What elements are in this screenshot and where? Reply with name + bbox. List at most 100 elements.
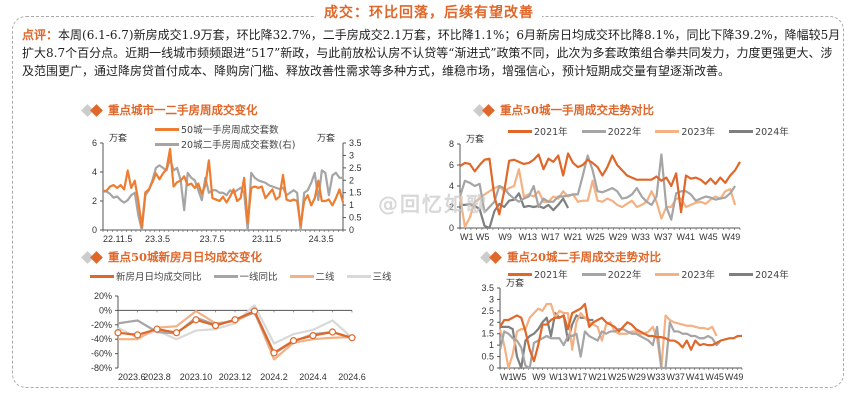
svg-text:W5: W5 — [513, 372, 527, 382]
legend-item: 2022年 — [581, 267, 641, 281]
svg-text:8: 8 — [449, 139, 454, 149]
svg-text:W13: W13 — [549, 372, 568, 382]
svg-text:1: 1 — [349, 200, 354, 210]
svg-text:W33: W33 — [647, 372, 666, 382]
legend-item: 50城一手房周成交套数 — [155, 122, 279, 136]
svg-text:24.3.5: 24.3.5 — [309, 234, 334, 244]
svg-text:W21: W21 — [564, 232, 583, 242]
chart-panel-2: 重点50城一手周成交走势对比 2021年 2022年 2023年 2024年 0… — [440, 98, 850, 248]
chart-plot: 0 2 4 6 0 0.5 1 1.5 2 2.5 3 3.5 万套 万套 22.11.5 23.3.5 23.… — [92, 132, 362, 244]
svg-text:4: 4 — [449, 181, 454, 191]
svg-text:0: 0 — [449, 223, 454, 233]
svg-text:2: 2 — [489, 317, 494, 327]
svg-text:23.7.5: 23.7.5 — [200, 234, 225, 244]
svg-text:W9: W9 — [498, 232, 512, 242]
legend-item: 二线 — [289, 269, 335, 283]
svg-text:W9: W9 — [532, 372, 546, 382]
svg-text:-20%: -20% — [91, 320, 112, 330]
svg-text:W41: W41 — [686, 372, 705, 382]
svg-text:-40%: -40% — [91, 334, 112, 344]
comment-label: 点评： — [22, 28, 59, 42]
svg-text:4: 4 — [92, 167, 97, 177]
svg-text:2023.8: 2023.8 — [143, 372, 171, 382]
chart-panel-3: 重点50城新房月日均成交变化 新房月日均成交同比 一线同比 二线 三线 -80%… — [0, 245, 420, 385]
svg-text:W25: W25 — [586, 232, 605, 242]
svg-text:万套: 万套 — [317, 132, 335, 143]
svg-text:W13: W13 — [518, 232, 537, 242]
svg-text:2: 2 — [449, 202, 454, 212]
svg-text:0%: 0% — [99, 305, 112, 315]
chart-legend: 新房月日均成交同比 一线同比 二线 三线 — [90, 269, 392, 283]
svg-text:0.5: 0.5 — [481, 352, 494, 362]
svg-text:6: 6 — [449, 160, 454, 170]
svg-text:1.5: 1.5 — [349, 188, 362, 198]
svg-text:W37: W37 — [654, 232, 673, 242]
svg-text:W1: W1 — [500, 372, 514, 382]
svg-text:2024.6: 2024.6 — [338, 372, 366, 382]
svg-text:W45: W45 — [705, 372, 724, 382]
svg-text:W25: W25 — [608, 372, 627, 382]
svg-text:万套: 万套 — [506, 277, 524, 288]
legend-item: 2024年 — [729, 267, 789, 281]
svg-text:2024.2: 2024.2 — [260, 372, 288, 382]
chart-legend: 2021年 2022年 2023年 2024年 — [508, 267, 789, 281]
svg-text:0: 0 — [92, 225, 97, 235]
svg-text:-60%: -60% — [91, 349, 112, 359]
page-title: 成交：环比回落，后续有望改善 — [316, 2, 542, 22]
svg-text:1: 1 — [489, 340, 494, 350]
chart-title: 重点城市一二手房周成交变化 — [108, 103, 258, 117]
svg-text:22.11.5: 22.11.5 — [103, 234, 132, 244]
svg-text:1.5: 1.5 — [481, 329, 494, 339]
legend-item: 2023年 — [655, 267, 715, 281]
svg-text:23.11.5: 23.11.5 — [252, 234, 281, 244]
svg-text:2023.12: 2023.12 — [219, 372, 252, 382]
svg-text:W21: W21 — [588, 372, 607, 382]
svg-text:20%: 20% — [94, 291, 112, 301]
svg-text:W29: W29 — [609, 232, 628, 242]
svg-text:W33: W33 — [631, 232, 650, 242]
svg-text:2023.10: 2023.10 — [180, 372, 213, 382]
legend-item: 三线 — [346, 269, 392, 283]
svg-text:3.5: 3.5 — [349, 138, 362, 148]
legend-item: 2021年 — [508, 267, 568, 281]
svg-text:W29: W29 — [627, 372, 646, 382]
svg-text:23.3.5: 23.3.5 — [145, 234, 170, 244]
header: 成交：环比回落，后续有望改善 — [0, 2, 858, 22]
svg-text:3.5: 3.5 — [481, 283, 494, 293]
svg-text:3: 3 — [349, 150, 354, 160]
chart-legend: 50城一手房周成交套数 20城二手房周成交套数(右) — [155, 122, 296, 151]
chart-panel-1: 重点城市一二手房周成交变化 50城一手房周成交套数 20城二手房周成交套数(右)… — [0, 98, 420, 248]
legend-item: 新房月日均成交同比 — [90, 269, 202, 283]
svg-text:W45: W45 — [699, 232, 718, 242]
chart-title: 重点20城二手周成交走势对比 — [507, 250, 662, 264]
legend-item: 2022年 — [581, 124, 641, 138]
legend-item: 一线同比 — [213, 269, 278, 283]
comment-text: 本周(6.1-6.7)新房成交1.9万套，环比降32.7%，二手房成交2.1万套… — [22, 28, 841, 78]
svg-text:W41: W41 — [677, 232, 696, 242]
svg-text:万套: 万套 — [109, 132, 127, 143]
svg-text:3: 3 — [489, 294, 494, 304]
svg-text:W49: W49 — [722, 232, 741, 242]
svg-text:W17: W17 — [541, 232, 560, 242]
legend-item: 20城二手房周成交套数(右) — [155, 137, 296, 151]
chart-panel-4: 重点20城二手周成交走势对比 2021年 2022年 2023年 2024年 0… — [440, 245, 850, 385]
svg-text:W1: W1 — [460, 232, 474, 242]
chart-title: 重点50城新房月日均成交变化 — [108, 250, 263, 264]
chart-title: 重点50城一手周成交走势对比 — [500, 103, 655, 117]
svg-text:2.5: 2.5 — [481, 306, 494, 316]
watermark: @回忆如歌 — [378, 192, 488, 216]
svg-text:6: 6 — [92, 138, 97, 148]
svg-text:W17: W17 — [569, 372, 588, 382]
svg-text:2024.4: 2024.4 — [299, 372, 327, 382]
svg-text:W37: W37 — [666, 372, 685, 382]
svg-text:2: 2 — [92, 196, 97, 206]
svg-text:2023.6: 2023.6 — [118, 372, 146, 382]
svg-text:2: 2 — [349, 175, 354, 185]
commentary: 点评：本周(6.1-6.7)新房成交1.9万套，环比降32.7%，二手房成交2.… — [22, 26, 842, 80]
chart-legend: 2021年 2022年 2023年 2024年 — [508, 124, 789, 138]
svg-text:-80%: -80% — [91, 363, 112, 373]
legend-item: 2024年 — [729, 124, 789, 138]
svg-text:2.5: 2.5 — [349, 163, 362, 173]
